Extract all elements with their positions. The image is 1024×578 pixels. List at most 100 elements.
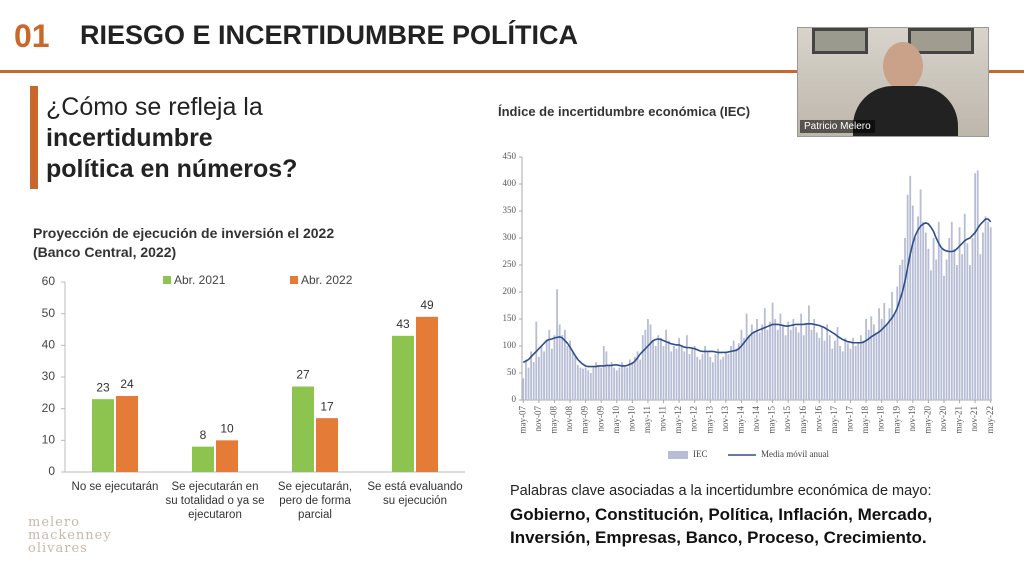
bar bbox=[815, 332, 818, 400]
bar bbox=[608, 364, 610, 400]
x-tick-label: Se ejecutarán, pero de forma parcial bbox=[277, 481, 353, 521]
question-line: política en números? bbox=[46, 155, 298, 183]
legend-label: IEC bbox=[693, 449, 708, 459]
bar bbox=[839, 346, 842, 400]
bar bbox=[641, 335, 644, 400]
bar bbox=[724, 351, 727, 400]
bar bbox=[714, 354, 717, 400]
y-tick-label: 10 bbox=[42, 433, 56, 447]
bar bbox=[680, 346, 683, 400]
keywords-line: Gobierno, Constitución, Política, Inflac… bbox=[510, 505, 933, 524]
logo: melero mackenney olivares bbox=[28, 516, 112, 555]
bar bbox=[776, 329, 779, 400]
data-label: 27 bbox=[296, 368, 310, 382]
x-tick-label: nov-10 bbox=[626, 406, 636, 432]
webcam: Patricio Melero bbox=[797, 27, 989, 137]
bar bbox=[670, 351, 673, 400]
bar bbox=[722, 356, 725, 400]
bar bbox=[766, 329, 769, 400]
picture-frame bbox=[908, 28, 974, 54]
bar bbox=[709, 356, 712, 400]
x-tick-label: nov-13 bbox=[720, 406, 730, 432]
bar bbox=[540, 346, 543, 400]
x-tick-label: may-18 bbox=[860, 406, 870, 434]
bar bbox=[696, 356, 699, 400]
bar bbox=[906, 194, 909, 400]
x-tick-label: nov-15 bbox=[782, 406, 792, 432]
bar bbox=[898, 265, 901, 400]
bar bbox=[932, 238, 935, 400]
x-tick-label: may-17 bbox=[829, 406, 839, 434]
x-tick-label: may-12 bbox=[673, 406, 683, 434]
bar bbox=[582, 368, 584, 400]
bar bbox=[524, 359, 527, 400]
question: ¿Cómo se refleja la incertidumbre políti… bbox=[46, 92, 297, 185]
x-tick-label: may-19 bbox=[891, 406, 901, 434]
bar bbox=[789, 329, 792, 400]
bar bbox=[787, 321, 790, 400]
bar bbox=[987, 221, 990, 400]
chart-title-line: (Banco Central, 2022) bbox=[33, 244, 177, 260]
bar bbox=[704, 346, 706, 400]
bar bbox=[735, 348, 738, 400]
bar bbox=[919, 189, 922, 400]
bar bbox=[613, 367, 616, 400]
bar bbox=[644, 329, 647, 400]
bar bbox=[836, 327, 839, 400]
bar bbox=[761, 324, 764, 400]
bar bbox=[683, 351, 686, 400]
bar bbox=[665, 329, 668, 400]
bar bbox=[584, 367, 587, 400]
x-tick-label: nov-18 bbox=[876, 406, 886, 432]
bar bbox=[854, 346, 857, 400]
bar bbox=[558, 324, 561, 400]
bar bbox=[885, 324, 888, 400]
bar bbox=[878, 308, 880, 400]
x-tick-label: may-22 bbox=[985, 406, 995, 434]
bar bbox=[626, 367, 629, 400]
bar bbox=[662, 346, 665, 400]
y-tick-label: 350 bbox=[503, 205, 517, 215]
bar bbox=[636, 351, 639, 400]
bar bbox=[911, 205, 914, 400]
picture-frame bbox=[812, 28, 868, 54]
bar bbox=[602, 346, 605, 400]
bar bbox=[945, 259, 948, 400]
bar bbox=[649, 324, 652, 400]
bar bbox=[826, 324, 829, 400]
bar bbox=[556, 289, 558, 400]
x-tick-label: may-07 bbox=[517, 406, 527, 434]
accent-bar bbox=[30, 86, 38, 189]
bar bbox=[901, 259, 904, 400]
bar bbox=[756, 319, 758, 400]
bar bbox=[639, 359, 642, 400]
chart-title: Índice de incertidumbre económica (IEC) bbox=[498, 104, 751, 119]
bar bbox=[727, 354, 730, 400]
keywords-intro: Palabras clave asociadas a la incertidum… bbox=[510, 483, 932, 499]
data-label: 24 bbox=[120, 377, 134, 391]
person-head bbox=[883, 42, 923, 90]
bar bbox=[530, 351, 533, 400]
y-tick-label: 450 bbox=[503, 151, 517, 161]
y-tick-label: 250 bbox=[503, 259, 517, 269]
bar bbox=[989, 227, 992, 400]
bar bbox=[893, 313, 896, 400]
bar bbox=[779, 313, 782, 400]
data-label: 10 bbox=[220, 422, 234, 436]
bar bbox=[969, 265, 971, 400]
bar bbox=[948, 238, 951, 400]
bar bbox=[935, 259, 938, 400]
x-tick-label: may-13 bbox=[704, 406, 714, 434]
y-tick-label: 30 bbox=[42, 369, 56, 383]
bar bbox=[595, 362, 597, 400]
bar bbox=[548, 329, 551, 400]
bar bbox=[569, 340, 571, 400]
legend-swatch bbox=[668, 451, 688, 459]
x-tick-label: may-21 bbox=[954, 406, 964, 434]
x-tick-label: nov-14 bbox=[751, 406, 761, 432]
bar bbox=[940, 248, 943, 400]
line bbox=[522, 218, 992, 368]
bar bbox=[600, 367, 603, 400]
bar bbox=[818, 337, 821, 400]
x-tick-label: Se ejecutarán en su totalidad o ya se ej… bbox=[165, 481, 265, 521]
